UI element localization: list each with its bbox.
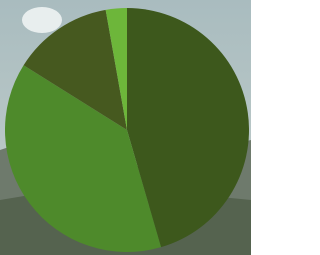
page: {"chart_data": {"type": "pie", "values":…	[0, 0, 251, 255]
pie	[5, 8, 249, 252]
chart	[0, 0, 251, 255]
background-cloud	[22, 7, 62, 33]
